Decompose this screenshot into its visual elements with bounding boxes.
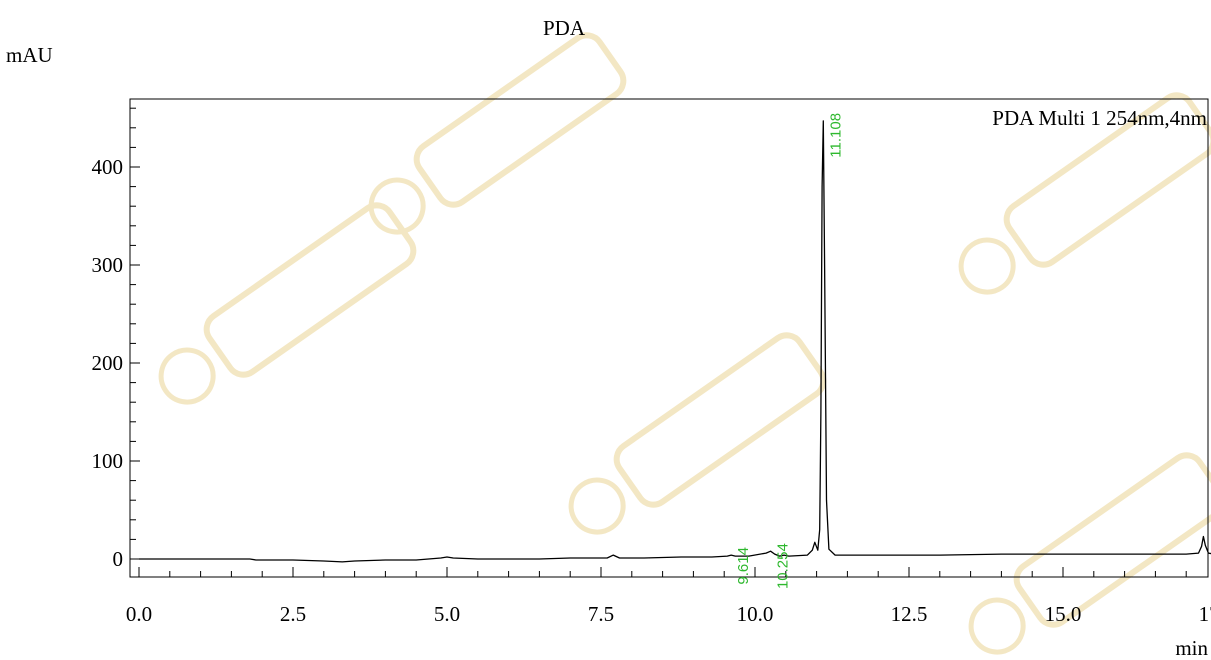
plot-frame — [129, 98, 1209, 578]
watermark-layer — [158, 32, 1211, 655]
plot-border — [129, 98, 1209, 578]
y-tick-label: 300 — [92, 253, 124, 277]
y-axis-ticks: 0 100 200 300 400 — [92, 107, 140, 571]
x-axis-label: min — [1175, 636, 1208, 660]
watermark-mark — [958, 92, 1211, 295]
x-tick-label: 7.5 — [588, 602, 614, 626]
chart-title: PDA — [543, 16, 586, 40]
peak-labels: 9.614 10.254 11.108 — [735, 113, 844, 589]
y-tick-label: 200 — [92, 351, 124, 375]
legend-label: PDA Multi 1 254nm,4nm — [992, 106, 1207, 130]
trace-layer — [139, 120, 1211, 563]
peak-rt-label: 11.108 — [827, 113, 844, 158]
peak-rt-label: 10.254 — [775, 543, 792, 589]
x-tick-label: 12.5 — [891, 602, 928, 626]
watermark-mark — [968, 452, 1211, 655]
x-tick-label: 17.5 — [1199, 602, 1211, 626]
x-tick-label: 2.5 — [280, 602, 306, 626]
y-tick-label: 100 — [92, 449, 124, 473]
y-tick-label: 400 — [92, 155, 124, 179]
x-tick-label: 5.0 — [434, 602, 460, 626]
chromatogram-trace — [139, 120, 1211, 563]
watermark-mark — [568, 332, 827, 535]
y-tick-label: 0 — [113, 547, 124, 571]
x-tick-label: 10.0 — [737, 602, 774, 626]
peak-rt-label: 9.614 — [735, 547, 752, 585]
x-axis-ticks: 0.0 2.5 5.0 7.5 10.0 12.5 15.0 17.5 — [126, 567, 1211, 626]
x-tick-label: 0.0 — [126, 602, 152, 626]
watermark-mark — [158, 202, 417, 405]
x-tick-label: 15.0 — [1045, 602, 1082, 626]
watermark-mark — [368, 32, 627, 235]
y-axis-label: mAU — [6, 43, 53, 67]
